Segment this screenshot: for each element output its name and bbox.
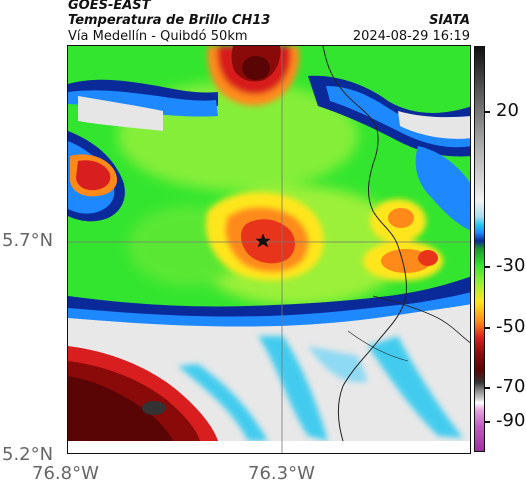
colorbar-label-minus30: -30 [496,255,526,276]
region-subtitle: Vía Medellín - Quibdó 50km [68,29,248,44]
department-border-line [372,295,470,344]
lon-label-76-3: 76.3°W [248,463,315,484]
colorbar-label-minus70: -70 [496,376,526,397]
lat-label-5-2: 5.2°N [2,444,54,465]
colorbar-label-minus50: -50 [496,316,526,337]
brightness-temperature-field [68,46,470,453]
colorbar-label-20: 20 [496,100,519,121]
satellite-map[interactable] [67,45,471,454]
product-title: Temperatura de Brillo CH13 [68,13,271,28]
star-icon[interactable] [255,233,271,248]
organization-label: SIATA [429,13,470,28]
timestamp-label: 2024-08-29 16:19 [352,29,470,44]
lon-label-76-8: 76.8°W [32,463,99,484]
colorbar-label-minus90: -90 [496,410,526,431]
lat-label-5-7: 5.7°N [2,230,54,251]
source-title: GOES-EAST [68,0,151,13]
border-line [322,46,407,442]
colorbar [474,46,485,452]
